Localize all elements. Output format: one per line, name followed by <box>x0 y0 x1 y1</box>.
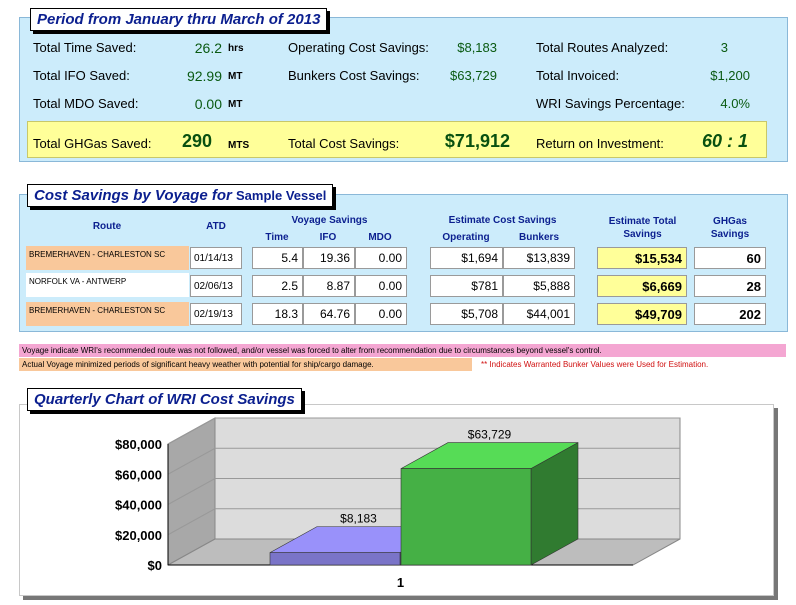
voyage-row-2-bunkers: $5,888 <box>503 275 575 297</box>
hdr-estimate-total-1: Estimate Total <box>608 216 677 227</box>
voyage-row-3-time: 18.3 <box>252 303 303 325</box>
voyage-row-3-ghg: 202 <box>694 303 766 325</box>
y-tick-label: $20,000 <box>115 528 162 543</box>
voyage-row-1-atd: 01/14/13 <box>190 247 242 269</box>
operating-value: $8,183 <box>457 40 497 55</box>
voyage-row-2-total: $6,669 <box>597 275 687 297</box>
roi-value: 60 : 1 <box>701 131 748 151</box>
total-mdo-label: Total MDO Saved: <box>33 96 139 111</box>
bunkers-label: Bunkers Cost Savings: <box>288 68 420 83</box>
voyage-row-3-mdo: 0.00 <box>355 303 407 325</box>
bar-1 <box>269 552 401 566</box>
voyage-row-1-total: $15,534 <box>597 247 687 269</box>
chart-gridline <box>167 417 680 445</box>
total-time-unit: hrs <box>228 43 244 54</box>
y-tick-label: $60,000 <box>115 467 162 482</box>
note-orange: Actual Voyage minimized periods of signi… <box>19 358 472 371</box>
roi-label: Return on Investment: <box>536 136 664 151</box>
hdr-voyage-savings: Voyage Savings <box>291 215 368 226</box>
voyage-row-3-ifo: 64.76 <box>303 303 355 325</box>
voyage-row-1-bunkers: $13,839 <box>503 247 575 269</box>
chart-svg: $0 $20,000 $40,000 $60,000 $80,000 $8,183 $63,… <box>115 417 681 590</box>
total-cost-label: Total Cost Savings: <box>288 136 400 151</box>
hdr-mdo: MDO <box>368 232 392 243</box>
voyage-row-2-time: 2.5 <box>252 275 303 297</box>
total-ifo-unit: MT <box>228 71 243 82</box>
voyage-row-2-ghg: 28 <box>694 275 766 297</box>
voyage-row-2-atd: 02/06/13 <box>190 275 242 297</box>
voyage-row-2-route: NORFOLK VA - ANTWERP <box>26 273 189 297</box>
voyage-row-3-bunkers: $44,001 <box>503 303 575 325</box>
chart-area: $0 $20,000 $40,000 $60,000 $80,000 $8,183 $63,… <box>19 404 774 596</box>
total-time-label: Total Time Saved: <box>33 40 137 55</box>
hdr-bunkers: Bunkers <box>518 232 559 243</box>
wri-pct-value: 4.0% <box>720 96 750 111</box>
hdr-ifo: IFO <box>319 232 337 243</box>
hdr-estimate-total-2: Savings <box>623 229 662 240</box>
voyage-row-1-time: 5.4 <box>252 247 303 269</box>
note-red: ** Indicates Warranted Bunker Values wer… <box>481 360 709 369</box>
routes-value: 3 <box>720 40 728 55</box>
voyage-row-3-operating: $5,708 <box>430 303 503 325</box>
ghg-value: 290 <box>181 131 212 151</box>
total-cost-value: $71,912 <box>444 131 510 151</box>
hdr-atd: ATD <box>206 221 226 232</box>
bunkers-value: $63,729 <box>450 68 497 83</box>
y-tick-label: $80,000 <box>115 437 162 452</box>
bar-1-label: $8,183 <box>340 512 377 526</box>
voyage-row-2-ifo: 8.87 <box>303 275 355 297</box>
voyage-row-1-mdo: 0.00 <box>355 247 407 269</box>
voyage-row-1-ghg: 60 <box>694 247 766 269</box>
voyage-title: Cost Savings by Voyage for <box>34 187 232 204</box>
hdr-operating: Operating <box>442 232 490 243</box>
total-mdo-unit: MT <box>228 99 243 110</box>
totals-highlight-bar <box>27 121 767 158</box>
hdr-time: Time <box>265 232 289 243</box>
hdr-ghgas-2: Savings <box>710 229 750 240</box>
voyage-row-3-total: $49,709 <box>597 303 687 325</box>
x-tick-label: 1 <box>397 575 404 590</box>
total-ifo-label: Total IFO Saved: <box>33 68 130 83</box>
note-pink: Voyage indicate WRI's recommended route … <box>19 344 786 357</box>
hdr-ghgas-1: GHGas <box>713 216 747 227</box>
total-time-value: 26.2 <box>194 40 222 56</box>
voyage-row-3-route: BREMERHAVEN - CHARLESTON SC <box>26 302 189 326</box>
y-tick-label: $0 <box>148 558 162 573</box>
voyage-row-3-atd: 02/19/13 <box>190 303 242 325</box>
operating-label: Operating Cost Savings: <box>288 40 429 55</box>
voyage-row-1-operating: $1,694 <box>430 247 503 269</box>
routes-label: Total Routes Analyzed: <box>536 40 669 55</box>
total-mdo-value: 0.00 <box>194 96 222 112</box>
summary-title: Period from January thru March of 2013 <box>30 8 328 31</box>
invoiced-label: Total Invoiced: <box>536 68 620 83</box>
voyage-row-1-route: BREMERHAVEN - CHARLESTON SC <box>26 246 189 270</box>
total-ifo-value: 92.99 <box>186 68 222 84</box>
y-tick-label: $40,000 <box>115 498 162 513</box>
voyage-row-2-operating: $781 <box>430 275 503 297</box>
voyage-title-vessel: Sample Vessel <box>236 188 327 203</box>
chart-title: Quarterly Chart of WRI Cost Savings <box>27 388 302 411</box>
hdr-estimate-cost: Estimate Cost Savings <box>448 215 557 226</box>
voyage-row-2-mdo: 0.00 <box>355 275 407 297</box>
bar-2 <box>400 468 532 566</box>
ghg-unit: MTS <box>228 140 250 151</box>
voyage-title-box: Cost Savings by Voyage for Sample Vessel <box>27 184 334 207</box>
voyage-row-1-ifo: 19.36 <box>303 247 355 269</box>
invoiced-value: $1,200 <box>710 68 750 83</box>
hdr-route: Route <box>92 221 122 232</box>
bar-2-label: $63,729 <box>468 428 512 442</box>
ghg-label: Total GHGas Saved: <box>33 136 152 151</box>
wri-pct-label: WRI Savings Percentage: <box>536 96 685 111</box>
